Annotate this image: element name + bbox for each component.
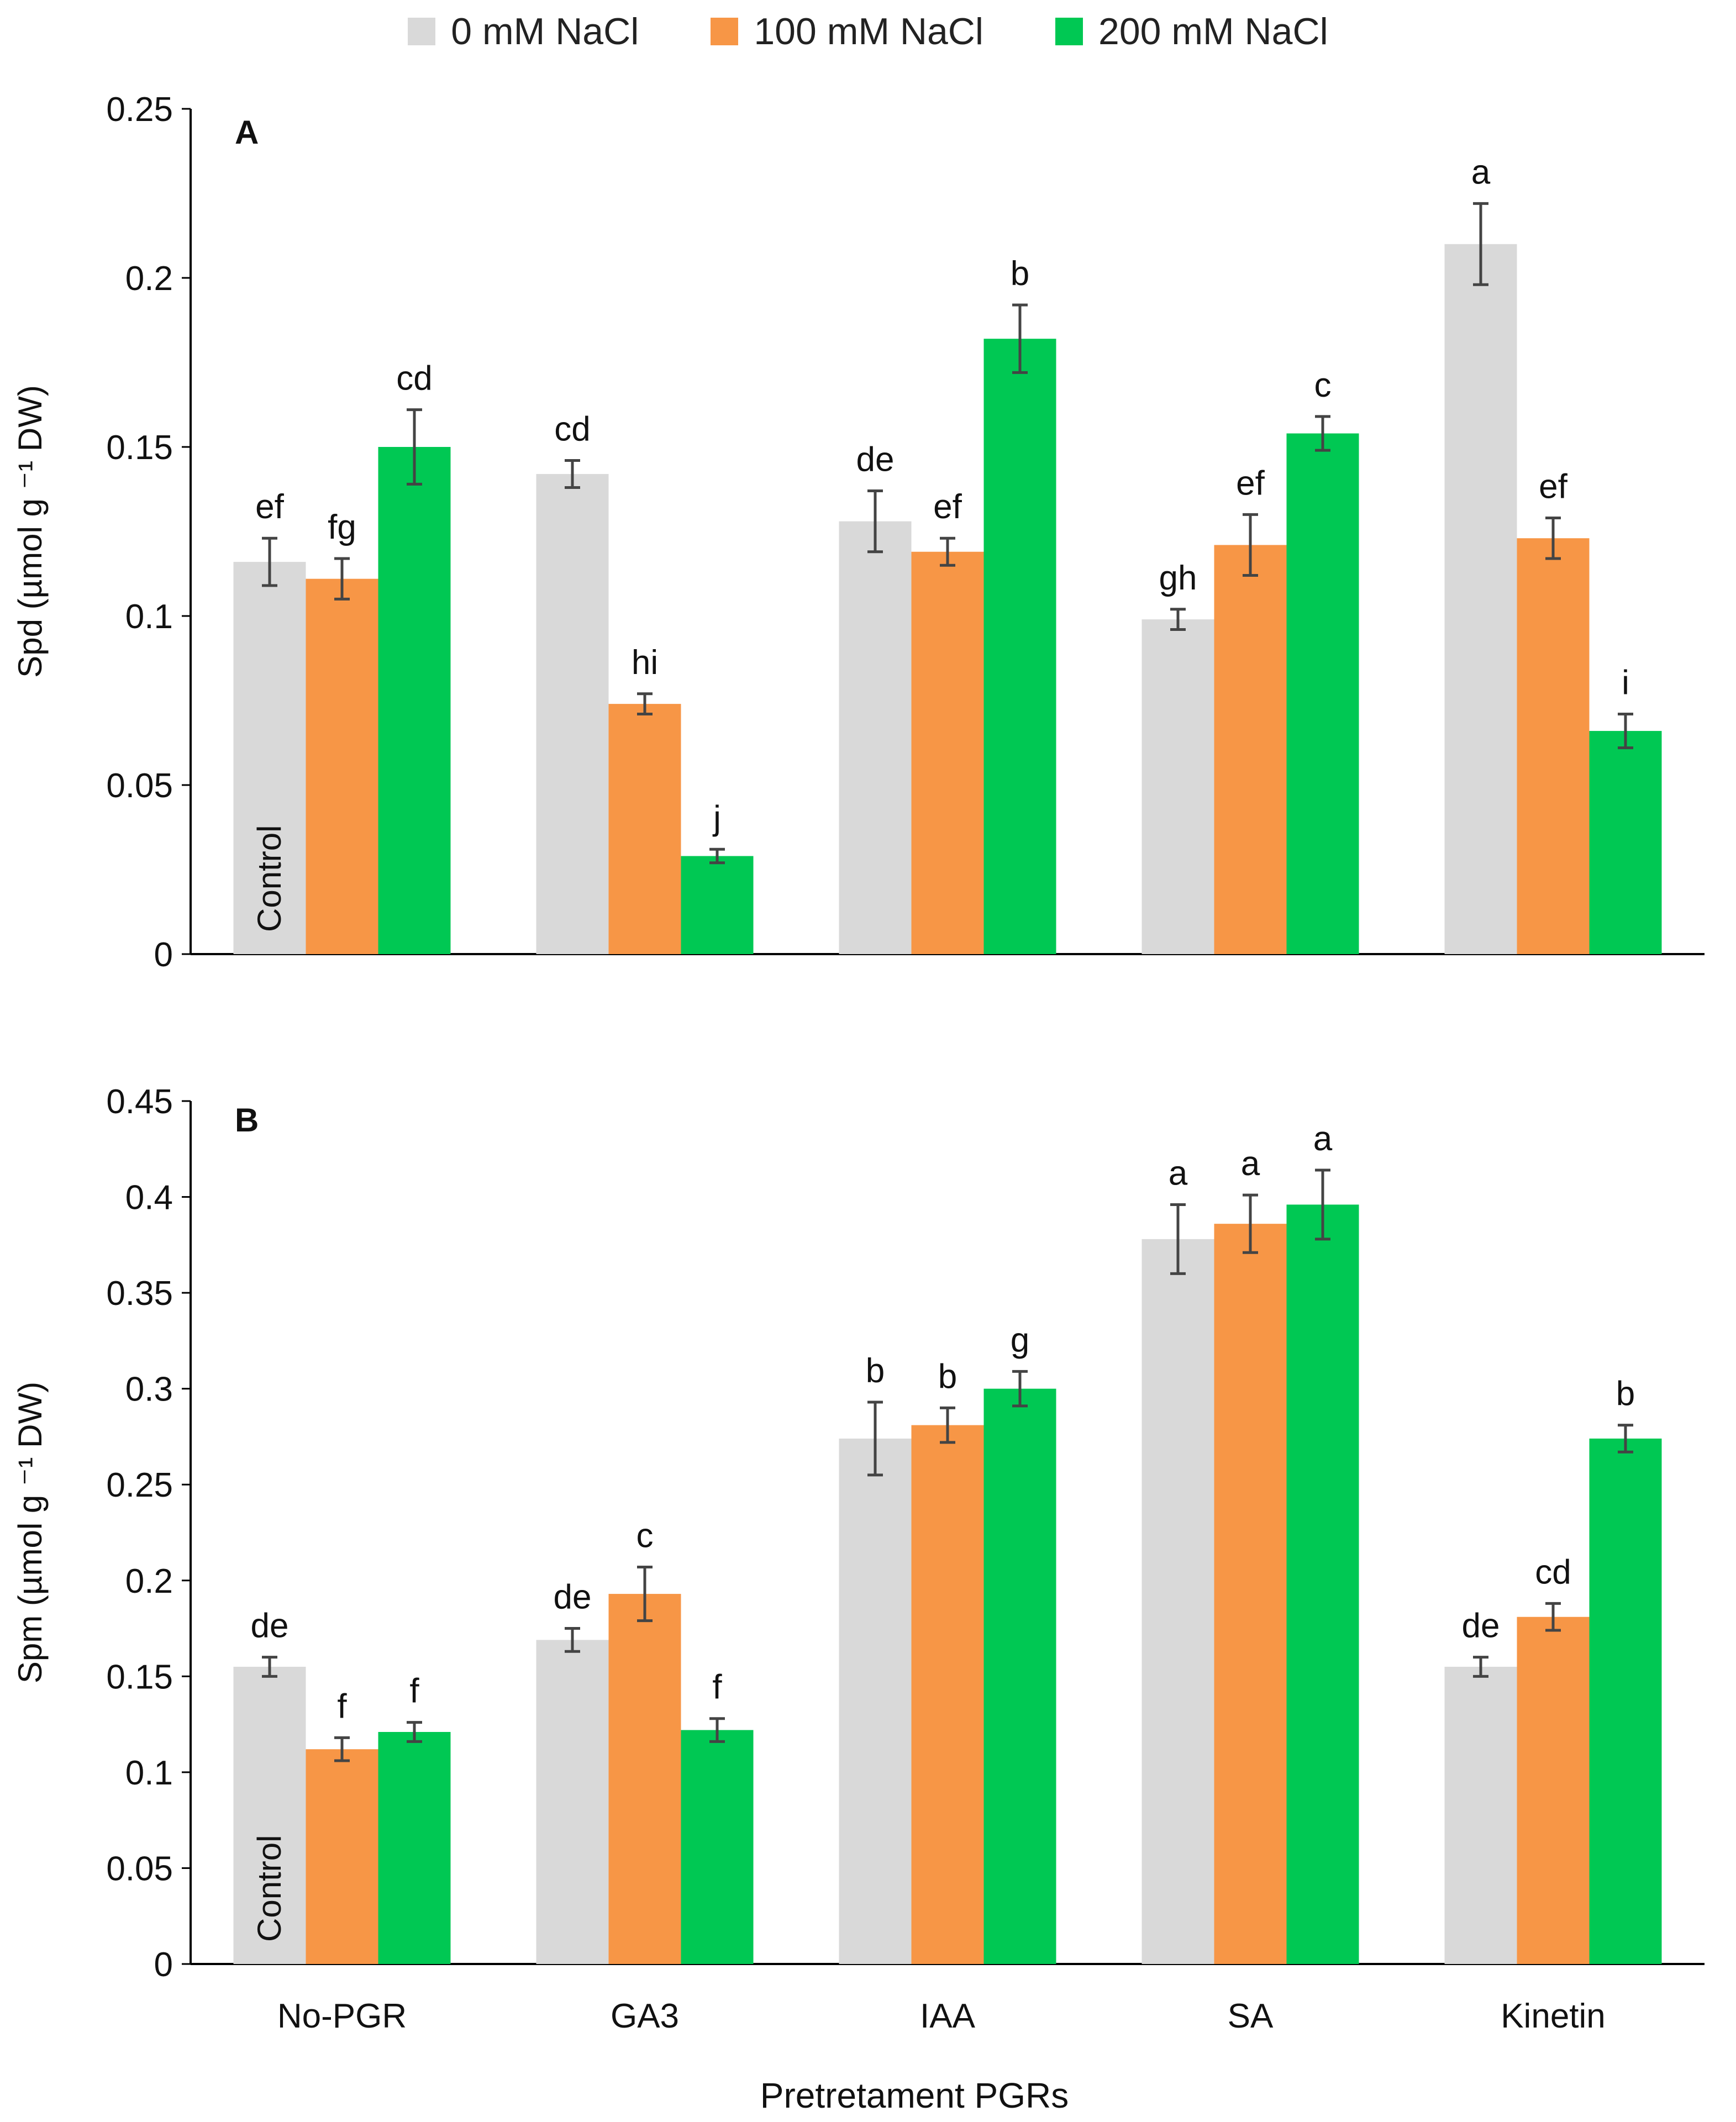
panel-b-bar-ga3-s0 <box>536 1640 609 1964</box>
panel-b-bar-iaa-s1 <box>911 1425 984 1964</box>
panel-b-bar-ga3-s1 <box>608 1594 681 1964</box>
panel-b-control-annotation: Control <box>251 1835 288 1942</box>
panel-a-significance-letter: de <box>856 441 895 479</box>
panel-b-ytick-label: 0.05 <box>106 1850 173 1888</box>
panel-a-significance-letter: i <box>1622 664 1629 702</box>
panel-b-significance-letter: a <box>1241 1145 1260 1183</box>
panel-b-bar-kinetin-s0 <box>1444 1666 1517 1964</box>
panel-a-bar-kinetin-s1 <box>1517 538 1590 954</box>
panel-a-significance-letter: ef <box>1539 468 1567 506</box>
panel-a-significance-letter: ef <box>933 488 962 526</box>
legend-label-100mm: 100 mM NaCl <box>754 10 984 52</box>
panel-b-bar-kinetin-s2 <box>1589 1438 1662 1964</box>
panel-b-ytick-label: 0.2 <box>125 1562 173 1600</box>
panel-a-bar-sa-s0 <box>1141 619 1214 954</box>
panel-b-ytick-label: 0.15 <box>106 1658 173 1696</box>
legend-label-0mm: 0 mM NaCl <box>451 10 639 52</box>
legend-label-200mm: 200 mM NaCl <box>1098 10 1328 52</box>
panel-a-bar-sa-s2 <box>1286 433 1359 954</box>
panel-b-significance-letter: b <box>866 1352 885 1390</box>
panel-b-xtick-label: IAA <box>920 1997 976 2035</box>
panel-a-significance-letter: ef <box>255 488 284 526</box>
panel-a-ytick-label: 0.1 <box>125 598 173 636</box>
panel-b-significance-letter: b <box>938 1357 957 1396</box>
panel-a-ytick-label: 0.05 <box>106 767 173 805</box>
panel-a-bar-kinetin-s2 <box>1589 731 1662 954</box>
panel-b-significance-letter: f <box>337 1687 347 1725</box>
panel-b-bar-no-pgr-s2 <box>378 1731 451 1964</box>
panel-a-bar-iaa-s0 <box>839 521 912 954</box>
panel-a-bar-no-pgr-s0 <box>233 562 306 954</box>
panel-a-significance-letter: j <box>712 799 721 837</box>
panel-a-significance-letter: ef <box>1236 464 1265 502</box>
legend-item-200mm: 200 mM NaCl <box>1055 10 1328 53</box>
panel-b-bar-iaa-s0 <box>839 1438 912 1964</box>
panel-b-ytick-label: 0.1 <box>125 1754 173 1792</box>
chart-legend: 0 mM NaCl 100 mM NaCl 200 mM NaCl <box>0 10 1736 53</box>
panel-a-significance-letter: b <box>1011 255 1029 293</box>
panel-a-significance-letter: cd <box>554 410 590 448</box>
panel-b-ytick-label: 0.45 <box>106 1083 173 1121</box>
panel-a-significance-letter: a <box>1471 153 1491 191</box>
panel-a-control-annotation: Control <box>251 825 288 932</box>
legend-swatch-100mm <box>711 18 739 45</box>
legend-item-0mm: 0 mM NaCl <box>408 10 639 53</box>
legend-swatch-0mm <box>408 18 436 45</box>
legend-item-100mm: 100 mM NaCl <box>711 10 983 53</box>
panel-b-x-axis-title: Pretretament PGRs <box>760 2076 1069 2115</box>
panel-a-bar-ga3-s0 <box>536 473 609 954</box>
panel-a-significance-letter: c <box>1314 366 1332 404</box>
legend-swatch-200mm <box>1055 18 1083 45</box>
panel-b-significance-letter: de <box>251 1607 289 1645</box>
panel-a-ytick-label: 0.2 <box>125 260 173 298</box>
panel-b-ytick-label: 0.35 <box>106 1275 173 1313</box>
panel-a-bar-no-pgr-s2 <box>378 447 451 954</box>
panel-b-significance-letter: b <box>1616 1375 1635 1413</box>
panel-b-y-axis-title: Spm (µmol g ⁻¹ DW) <box>12 1382 49 1683</box>
panel-b-significance-letter: de <box>1462 1607 1500 1645</box>
panel-a-significance-letter: fg <box>328 508 356 546</box>
panel-a-bar-ga3-s2 <box>681 856 754 954</box>
panel-a-bar-sa-s1 <box>1214 545 1287 954</box>
panel-b-significance-letter: a <box>1169 1154 1188 1192</box>
panel-b-significance-letter: a <box>1313 1120 1333 1158</box>
panel-b-significance-letter: f <box>712 1668 722 1707</box>
panel-a-significance-letter: cd <box>396 360 432 398</box>
panel-a-ytick-label: 0.25 <box>106 91 173 129</box>
panel-b-ytick-label: 0 <box>154 1946 173 1984</box>
panel-b-bar-sa-s0 <box>1141 1239 1214 1964</box>
panel-a-bar-ga3-s1 <box>608 704 681 954</box>
panel-b-significance-letter: de <box>554 1578 592 1616</box>
panel-a-significance-letter: gh <box>1159 559 1197 597</box>
panel-a-y-axis-title: Spd (µmol g ⁻¹ DW) <box>12 385 49 678</box>
panel-b-significance-letter: c <box>636 1517 654 1555</box>
panel-b-bar-iaa-s2 <box>983 1388 1056 1964</box>
panel-b-significance-letter: cd <box>1535 1553 1571 1591</box>
panel-b-bar-sa-s2 <box>1286 1204 1359 1964</box>
panel-a-ytick-label: 0 <box>154 936 173 974</box>
panel-b-bar-no-pgr-s1 <box>306 1749 378 1964</box>
panel-b-bar-sa-s1 <box>1214 1224 1287 1964</box>
panel-b-significance-letter: f <box>409 1672 419 1710</box>
panel-a-bar-iaa-s1 <box>911 551 984 954</box>
panel-b-xtick-label: Kinetin <box>1501 1997 1606 2035</box>
panel-b-label: B <box>235 1102 259 1139</box>
panel-a-bar-iaa-s2 <box>983 339 1056 955</box>
panel-b-xtick-label: SA <box>1228 1997 1274 2035</box>
panel-b-ytick-label: 0.3 <box>125 1371 173 1409</box>
panel-a-significance-letter: hi <box>632 644 658 682</box>
panel-b-bar-kinetin-s1 <box>1517 1616 1590 1964</box>
panel-b-bar-no-pgr-s0 <box>233 1666 306 1964</box>
panel-b-xtick-label: GA3 <box>611 1997 679 2035</box>
panel-b-ytick-label: 0.25 <box>106 1466 173 1504</box>
panel-b-significance-letter: g <box>1011 1321 1029 1359</box>
panel-b-xtick-label: No-PGR <box>277 1997 407 2035</box>
panel-b-ytick-label: 0.4 <box>125 1179 173 1217</box>
panel-a-ytick-label: 0.15 <box>106 429 173 467</box>
panel-a-label: A <box>235 114 259 151</box>
panel-a-bar-kinetin-s0 <box>1444 244 1517 954</box>
panel-a-bar-no-pgr-s1 <box>306 578 378 954</box>
panel-b-bar-ga3-s2 <box>681 1730 754 1964</box>
